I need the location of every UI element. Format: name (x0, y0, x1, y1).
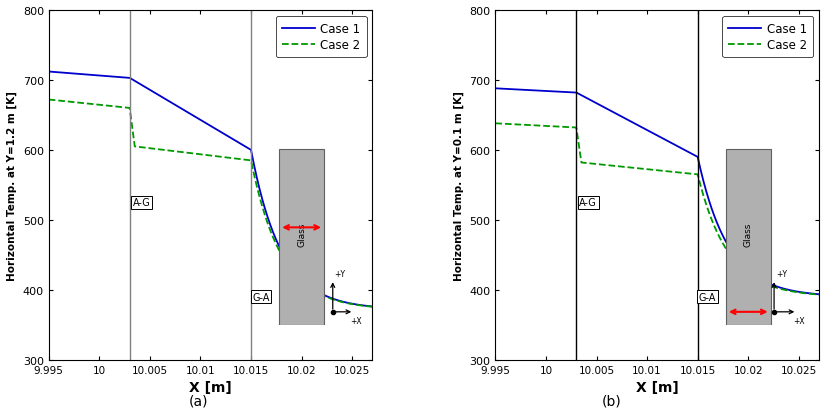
Legend: Case 1, Case 2: Case 1, Case 2 (276, 17, 367, 58)
Case 2 (547, 124, 557, 129)
Case 2 (615, 164, 624, 169)
Text: G-A: G-A (699, 292, 716, 302)
Case 1 (491, 87, 501, 92)
Text: A-G: A-G (579, 198, 597, 208)
Case 2 (100, 103, 110, 108)
Y-axis label: Horizontal Temp. at Y=1.2 m [K]: Horizontal Temp. at Y=1.2 m [K] (7, 91, 17, 280)
Case 2 (182, 151, 192, 156)
Y-axis label: Horizontal Temp. at Y=0.1 m [K]: Horizontal Temp. at Y=0.1 m [K] (453, 91, 464, 280)
Case 2 (773, 286, 783, 291)
Case 1 (361, 303, 371, 308)
Case 2 (527, 124, 537, 128)
Line: Case 1: Case 1 (496, 89, 819, 294)
Case 2 (81, 101, 91, 106)
Line: Case 2: Case 2 (496, 124, 819, 295)
X-axis label: X [m]: X [m] (636, 380, 679, 394)
Text: A-G: A-G (133, 198, 150, 208)
Case 2 (808, 292, 818, 297)
Case 2 (814, 292, 824, 297)
Case 1 (773, 285, 783, 290)
Case 2 (629, 166, 638, 171)
Case 1 (368, 304, 377, 309)
Text: (b): (b) (601, 394, 621, 408)
Text: (a): (a) (188, 394, 208, 408)
Case 1 (326, 296, 336, 301)
Case 1 (547, 90, 557, 94)
X-axis label: X [m]: X [m] (189, 380, 232, 394)
Line: Case 2: Case 2 (49, 100, 373, 307)
Case 1 (629, 121, 638, 126)
Case 2 (491, 121, 501, 126)
Case 1 (168, 102, 178, 107)
Case 2 (44, 98, 54, 103)
Text: G-A: G-A (252, 292, 269, 302)
Case 1 (808, 292, 818, 297)
Case 1 (615, 114, 624, 119)
Case 1 (814, 292, 824, 297)
Case 1 (100, 74, 110, 79)
Line: Case 1: Case 1 (49, 72, 373, 307)
Case 1 (182, 110, 192, 115)
Case 2 (368, 304, 377, 309)
Case 1 (81, 73, 91, 78)
Case 2 (326, 297, 336, 301)
Case 1 (527, 89, 537, 94)
Legend: Case 1, Case 2: Case 1, Case 2 (722, 17, 813, 58)
Case 2 (168, 149, 178, 154)
Case 2 (361, 304, 371, 309)
Case 1 (44, 70, 54, 75)
